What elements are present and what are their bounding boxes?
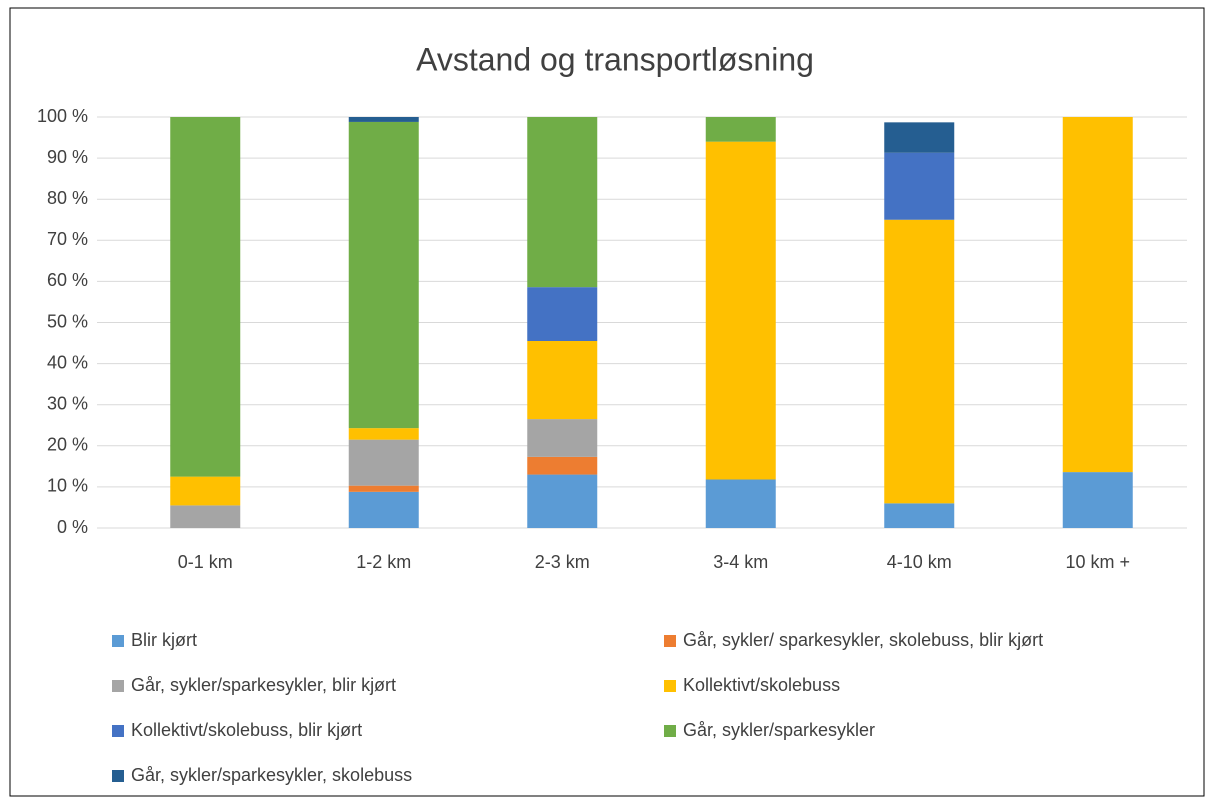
bar-segment — [1062, 117, 1133, 473]
x-tick-label: 10 km + — [1065, 552, 1130, 572]
bar-segment — [348, 121, 419, 429]
bar-segment — [348, 485, 419, 492]
bar-segment — [884, 152, 955, 220]
y-tick-label: 50 % — [47, 311, 88, 331]
y-tick-label: 40 % — [47, 352, 88, 372]
legend-swatch — [112, 635, 124, 647]
y-tick-label: 80 % — [47, 188, 88, 208]
y-tick-label: 10 % — [47, 476, 88, 496]
legend-swatch — [664, 725, 676, 737]
bar-segment — [527, 419, 598, 457]
legend-label: Kollektivt/skolebuss — [683, 675, 840, 695]
y-tick-label: 30 % — [47, 393, 88, 413]
legend-swatch — [112, 725, 124, 737]
legend-swatch — [112, 770, 124, 782]
bar-segment — [348, 428, 419, 440]
y-tick-label: 0 % — [57, 517, 88, 537]
legend-label: Går, sykler/sparkesykler — [683, 720, 875, 740]
bar-segment — [527, 340, 598, 420]
x-tick-label: 4-10 km — [887, 552, 952, 572]
legend-label: Går, sykler/ sparkesykler, skolebuss, bl… — [683, 630, 1043, 650]
y-tick-label: 20 % — [47, 435, 88, 455]
bar-segment — [1062, 472, 1133, 528]
bar-segment — [884, 219, 955, 504]
bar-segment — [705, 141, 776, 480]
y-tick-label: 60 % — [47, 270, 88, 290]
x-tick-label: 3-4 km — [713, 552, 768, 572]
bar-segment — [705, 117, 776, 142]
bar-segment — [348, 491, 419, 528]
y-tick-label: 70 % — [47, 229, 88, 249]
x-tick-label: 0-1 km — [178, 552, 233, 572]
x-tick-label: 2-3 km — [535, 552, 590, 572]
bar-segment — [527, 117, 598, 288]
legend-swatch — [664, 680, 676, 692]
y-tick-label: 100 % — [37, 106, 88, 126]
bar-segment — [348, 439, 419, 486]
bar-segment — [170, 117, 241, 477]
y-tick-label: 90 % — [47, 147, 88, 167]
legend-label: Kollektivt/skolebuss, blir kjørt — [131, 720, 362, 740]
bar-segment — [884, 503, 955, 528]
bar-segment — [884, 122, 955, 153]
chart-title: Avstand og transportløsning — [416, 41, 814, 77]
bar-segment — [705, 479, 776, 528]
bar-segment — [170, 505, 241, 528]
bar-segment — [348, 117, 419, 122]
bar-segment — [527, 287, 598, 341]
legend-label: Går, sykler/sparkesykler, blir kjørt — [131, 675, 396, 695]
x-tick-label: 1-2 km — [356, 552, 411, 572]
bar-segment — [527, 474, 598, 528]
legend-swatch — [664, 635, 676, 647]
bar-segment — [527, 456, 598, 475]
bar-segment — [170, 476, 241, 506]
legend-label: Går, sykler/sparkesykler, skolebuss — [131, 765, 412, 785]
legend-label: Blir kjørt — [131, 630, 197, 650]
legend-swatch — [112, 680, 124, 692]
